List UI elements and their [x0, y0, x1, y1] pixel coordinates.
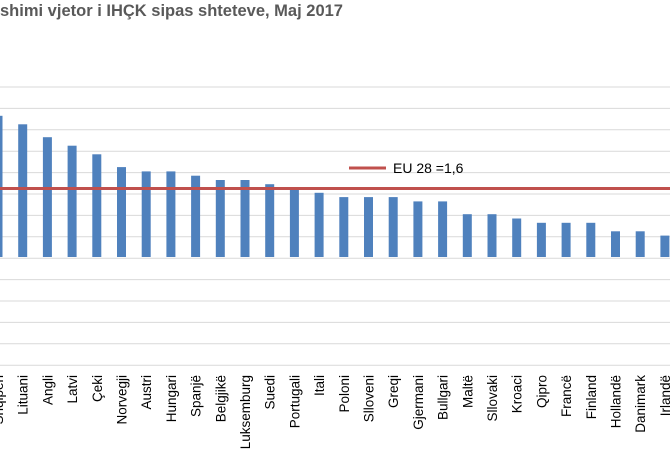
category-label: Bullgari	[436, 375, 451, 420]
bar	[512, 218, 522, 257]
bar	[141, 171, 151, 257]
category-label: Irlandë	[658, 375, 670, 416]
bar	[413, 201, 423, 257]
bar	[462, 214, 472, 257]
bar	[586, 222, 596, 257]
bar	[117, 167, 126, 257]
bar	[42, 137, 52, 257]
bar	[166, 171, 176, 257]
category-label: Suedi	[263, 375, 278, 410]
category-label: Gjermani	[411, 375, 426, 430]
bar	[339, 197, 349, 257]
category-label: Francë	[559, 375, 574, 417]
category-label: Finland	[584, 375, 599, 419]
bar	[18, 124, 28, 257]
category-label: Luksemburg	[238, 375, 253, 449]
category-label: Norvegji	[115, 375, 130, 425]
category-label: Danimark	[633, 375, 648, 433]
category-label: Angli	[40, 375, 55, 405]
bar	[191, 175, 201, 257]
category-label: Belgjikë	[213, 375, 228, 422]
bar	[487, 214, 497, 257]
bar	[289, 188, 299, 257]
bar	[265, 184, 275, 257]
bar	[314, 192, 324, 257]
category-label: Latvi	[65, 375, 80, 404]
category-label: Qipro	[534, 375, 549, 408]
category-label: Kroaci	[510, 375, 525, 413]
category-label: Portugali	[287, 375, 302, 428]
category-label: Spanjë	[189, 375, 204, 417]
bar	[536, 222, 546, 257]
category-label: Shqipëri	[0, 375, 6, 425]
category-label: Çeki	[90, 375, 105, 402]
chart-title: shimi vjetor i IHÇK sipas shteteve, Maj …	[0, 2, 343, 20]
legend-label: EU 28 =1,6	[393, 160, 464, 176]
category-label: Slloveni	[362, 375, 377, 422]
bar	[0, 115, 3, 257]
category-label: Austri	[139, 375, 154, 410]
category-label: Hungari	[164, 375, 179, 422]
category-label: Poloni	[337, 375, 352, 413]
category-label: Maltë	[460, 375, 475, 408]
bar	[388, 197, 398, 257]
category-label: Lituani	[16, 375, 31, 415]
bar	[240, 180, 250, 257]
category-label: Hollandë	[609, 375, 624, 428]
bar	[215, 180, 225, 257]
bar	[635, 231, 645, 257]
bar	[660, 235, 670, 257]
category-label: Greqi	[386, 375, 401, 408]
category-label: Itali	[312, 375, 327, 396]
bar	[364, 197, 373, 257]
category-label: Sllovaki	[485, 375, 500, 422]
bar	[438, 201, 448, 257]
bar	[561, 222, 571, 257]
bar	[611, 231, 620, 257]
bar	[92, 154, 102, 257]
bar	[67, 145, 77, 257]
